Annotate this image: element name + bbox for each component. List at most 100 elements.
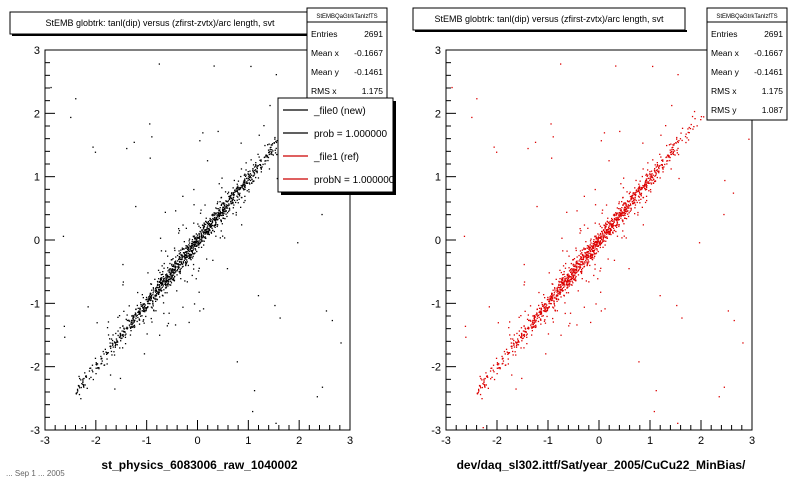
data-point bbox=[654, 180, 656, 183]
data-point bbox=[540, 308, 542, 310]
data-point bbox=[191, 250, 193, 253]
data-point bbox=[171, 269, 174, 271]
title-box-shadow bbox=[415, 30, 687, 32]
data-point bbox=[642, 184, 644, 187]
data-point bbox=[551, 299, 554, 301]
data-point bbox=[487, 376, 489, 378]
data-point bbox=[169, 270, 171, 272]
data-point bbox=[588, 247, 590, 249]
data-point bbox=[548, 272, 550, 274]
stats-box bbox=[706, 7, 788, 121]
data-point bbox=[552, 136, 554, 138]
data-point bbox=[498, 367, 500, 369]
data-point bbox=[224, 237, 226, 239]
data-point bbox=[82, 385, 85, 387]
data-point bbox=[169, 272, 172, 274]
data-point bbox=[228, 207, 231, 209]
data-point bbox=[228, 204, 230, 206]
data-point bbox=[151, 321, 153, 323]
data-point bbox=[237, 188, 239, 190]
data-point bbox=[570, 268, 572, 270]
data-point bbox=[574, 277, 577, 279]
data-point bbox=[625, 203, 627, 205]
data-point bbox=[480, 387, 482, 389]
data-point bbox=[574, 268, 577, 271]
data-point bbox=[644, 181, 646, 183]
data-point bbox=[588, 256, 590, 258]
data-point bbox=[594, 248, 596, 250]
data-point bbox=[599, 246, 601, 249]
data-point bbox=[617, 212, 619, 214]
data-point bbox=[594, 236, 596, 238]
data-point bbox=[214, 218, 216, 220]
data-point bbox=[614, 219, 616, 221]
data-point bbox=[340, 342, 342, 344]
data-point bbox=[145, 299, 147, 301]
data-point bbox=[585, 257, 587, 259]
data-point bbox=[600, 237, 602, 239]
data-point bbox=[80, 379, 82, 381]
stats-value: -0.1667 bbox=[354, 48, 383, 58]
data-point bbox=[218, 183, 220, 185]
data-point bbox=[563, 294, 565, 296]
data-point bbox=[601, 212, 603, 214]
data-point bbox=[611, 225, 614, 227]
data-point bbox=[240, 184, 242, 187]
data-point bbox=[167, 280, 170, 282]
data-point bbox=[132, 322, 134, 324]
data-point bbox=[199, 140, 201, 142]
data-point bbox=[620, 214, 623, 216]
data-point bbox=[524, 331, 526, 333]
data-point bbox=[612, 223, 614, 225]
data-point bbox=[546, 308, 549, 310]
data-point bbox=[144, 304, 146, 306]
data-point bbox=[536, 317, 538, 319]
data-point bbox=[184, 280, 186, 282]
data-point bbox=[586, 264, 588, 266]
x-axis-label: st_physics_6083006_raw_1040002 bbox=[101, 458, 297, 472]
data-point bbox=[202, 308, 205, 310]
data-point bbox=[658, 170, 660, 172]
data-point bbox=[575, 247, 577, 249]
data-point bbox=[511, 345, 513, 348]
data-point bbox=[230, 201, 232, 203]
data-point bbox=[623, 213, 625, 215]
data-point bbox=[646, 186, 648, 189]
data-point bbox=[573, 265, 575, 267]
data-point bbox=[502, 360, 505, 362]
data-point bbox=[221, 202, 223, 204]
data-point bbox=[482, 427, 484, 429]
data-point bbox=[546, 315, 548, 318]
data-point bbox=[155, 288, 157, 290]
data-point bbox=[206, 230, 208, 232]
data-point bbox=[670, 143, 672, 145]
data-point bbox=[260, 171, 262, 173]
data-point bbox=[96, 367, 99, 369]
data-point bbox=[250, 177, 252, 179]
data-point bbox=[654, 168, 656, 170]
data-point bbox=[526, 318, 529, 320]
data-point bbox=[143, 353, 146, 355]
data-point bbox=[169, 276, 171, 278]
data-point bbox=[84, 384, 86, 386]
data-point bbox=[499, 368, 501, 370]
data-point bbox=[150, 317, 152, 320]
data-point bbox=[568, 285, 570, 287]
data-point bbox=[609, 228, 612, 231]
data-point bbox=[135, 308, 137, 311]
legend-label: _file0 (new) bbox=[313, 106, 366, 117]
data-point bbox=[214, 226, 216, 228]
data-point bbox=[578, 266, 580, 268]
data-point bbox=[122, 325, 124, 327]
data-point bbox=[179, 264, 182, 266]
data-point bbox=[464, 325, 467, 327]
data-point bbox=[191, 274, 193, 277]
data-point bbox=[171, 275, 173, 277]
data-point bbox=[235, 211, 237, 214]
data-point bbox=[515, 341, 517, 343]
data-point bbox=[508, 352, 511, 354]
data-point bbox=[671, 104, 673, 107]
data-point bbox=[528, 327, 530, 329]
data-point bbox=[496, 362, 499, 364]
data-point bbox=[226, 201, 229, 203]
